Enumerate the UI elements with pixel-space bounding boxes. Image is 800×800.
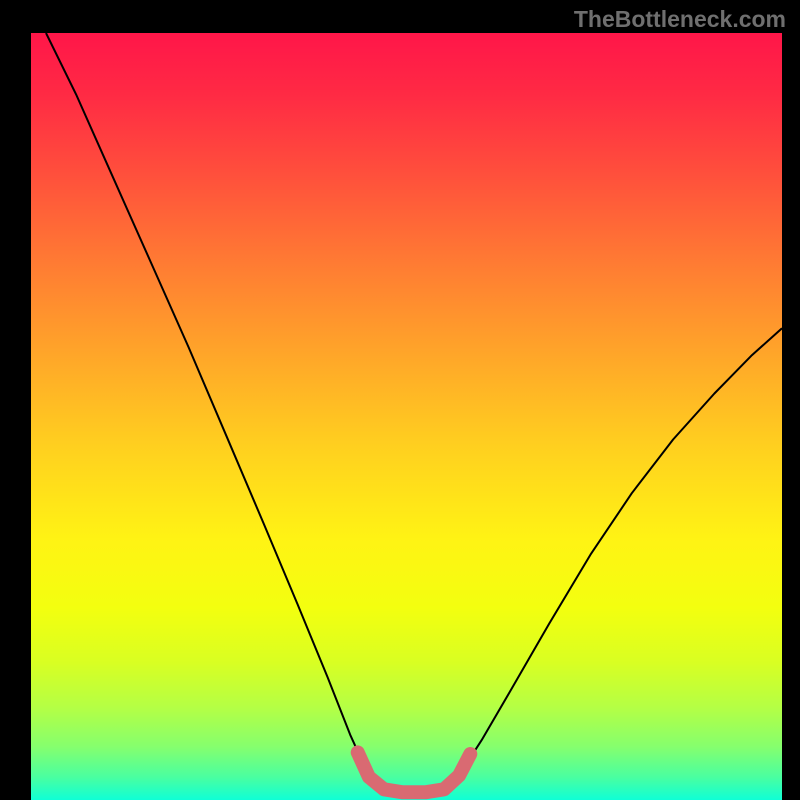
plot-area — [31, 33, 782, 800]
watermark-text: TheBottleneck.com — [574, 6, 786, 33]
bottleneck-curve — [31, 33, 782, 800]
main-curve-path — [46, 33, 782, 795]
chart-frame: TheBottleneck.com — [0, 0, 800, 800]
highlight-segment — [358, 752, 471, 792]
